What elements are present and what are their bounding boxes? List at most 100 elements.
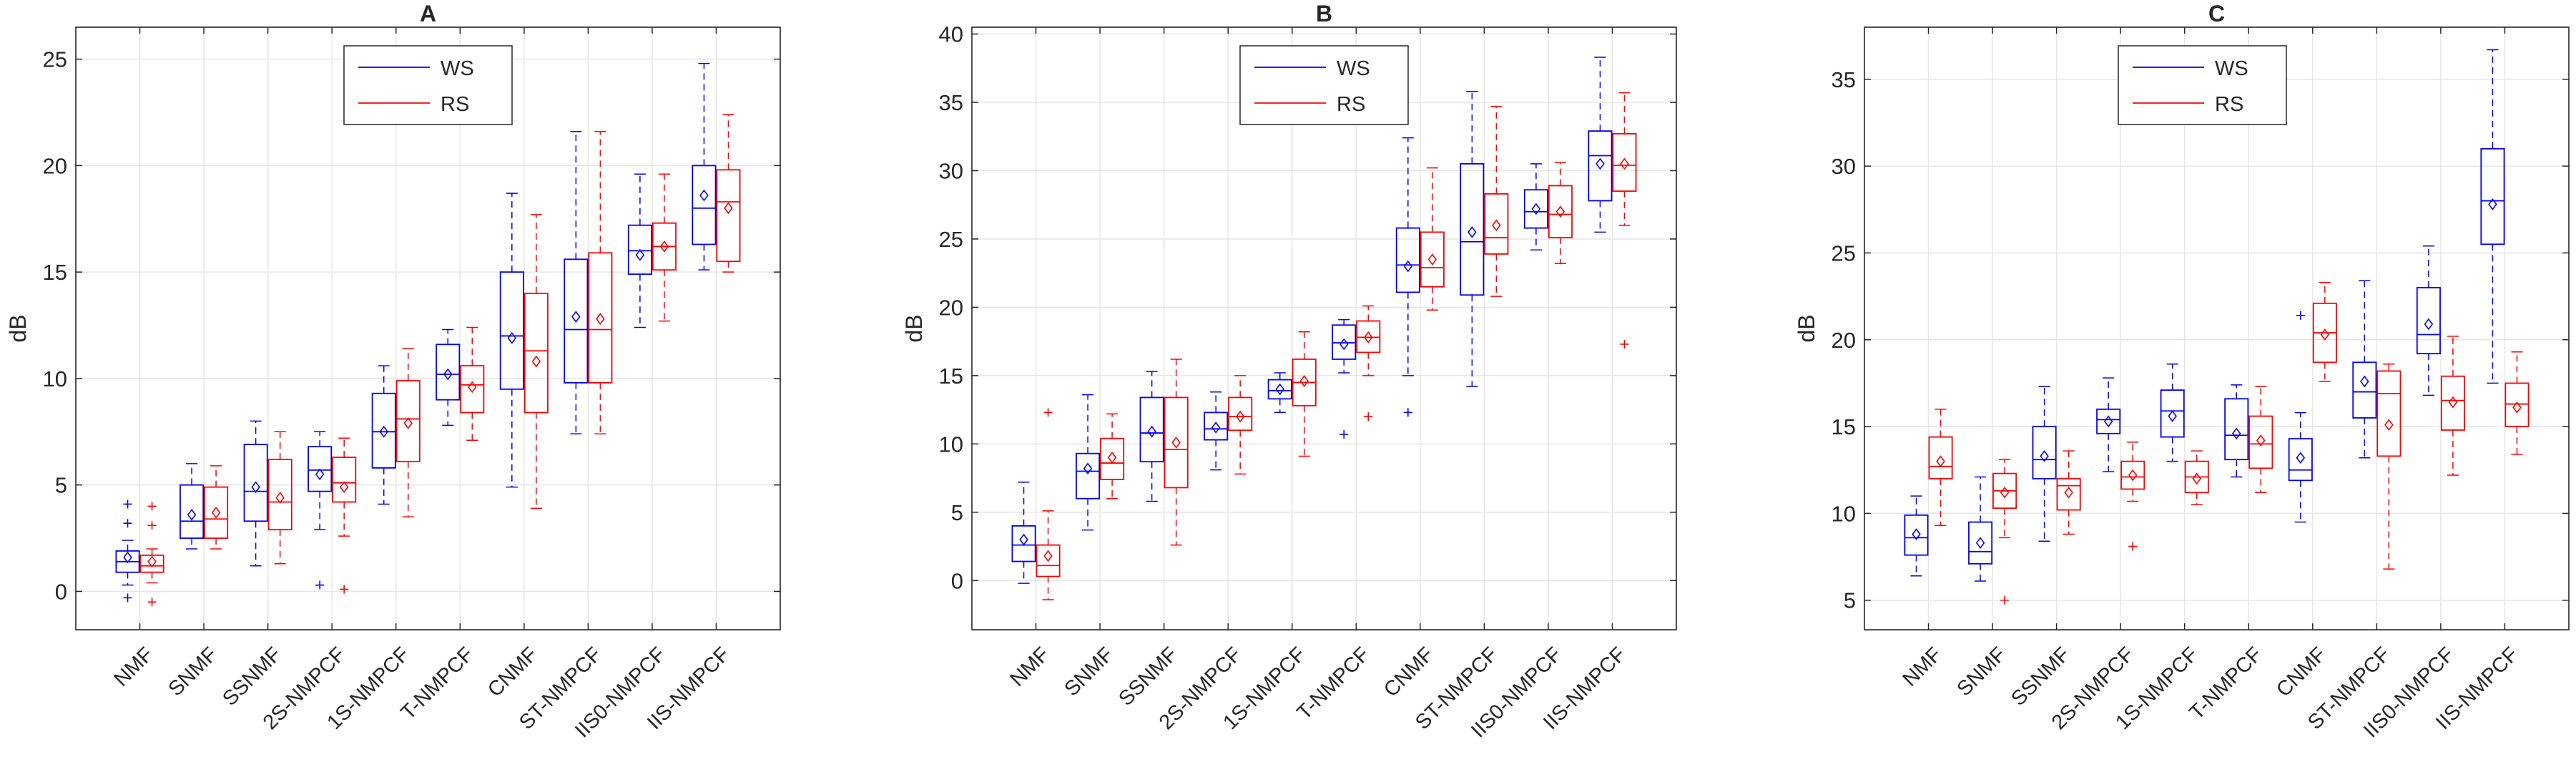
box-iqr	[460, 365, 485, 414]
y-tick-label: 25	[939, 227, 963, 252]
mean-marker	[1147, 425, 1156, 438]
box-ws-cnmf	[1395, 137, 1420, 417]
mean-marker	[1339, 338, 1349, 351]
box-iqr	[1100, 437, 1125, 480]
y-tick-label: 5	[1844, 588, 1856, 613]
box-rs-iis-nmpcf	[1612, 92, 1637, 349]
mean-marker	[724, 202, 733, 215]
legend-label-ws: WS	[1337, 57, 1370, 80]
box-iqr	[1548, 185, 1573, 238]
box-iqr	[1332, 324, 1357, 360]
mean-marker	[211, 507, 221, 519]
box-iqr	[716, 169, 741, 263]
box-iqr	[2288, 438, 2313, 482]
box-ws-snmf	[1076, 394, 1101, 531]
mean-marker	[1492, 219, 1501, 232]
y-tick-label: 0	[951, 568, 963, 593]
x-tick-label: CNMF	[483, 643, 542, 701]
chart-title: A	[420, 1, 436, 26]
legend-label-ws: WS	[441, 57, 474, 80]
mean-marker	[2296, 452, 2306, 464]
box-iqr	[395, 379, 421, 462]
box-rs-t-nmpcf	[2248, 386, 2273, 494]
box-rs-ssnmf	[267, 431, 292, 565]
x-tick-label: CNMF	[2272, 643, 2331, 701]
box-iqr	[523, 293, 549, 414]
box-ws-2s-nmpcf	[308, 431, 333, 590]
mean-marker	[2488, 198, 2497, 210]
box-ws-t-nmpcf	[1332, 318, 1357, 439]
box-ws-nmf	[1011, 482, 1036, 584]
box-ws-iis0-nmpcf	[627, 173, 652, 328]
y-tick-label: 30	[1832, 154, 1856, 179]
box-iqr	[1968, 521, 1993, 565]
x-tick-label: NMF	[1006, 643, 1054, 691]
mean-marker	[443, 368, 453, 381]
box-iqr	[371, 392, 396, 469]
box-iqr	[1612, 133, 1637, 193]
mean-marker	[379, 425, 388, 438]
box-ws-1s-nmpcf	[2160, 363, 2185, 462]
box-rs-iis0-nmpcf	[2440, 336, 2465, 476]
box-iqr	[2096, 408, 2121, 434]
series-rs	[139, 114, 741, 607]
mean-marker	[699, 189, 709, 202]
box-ws-2s-nmpcf	[1204, 391, 1229, 471]
mean-marker	[187, 509, 197, 521]
box-iqr	[1204, 411, 1229, 441]
mean-marker	[1171, 437, 1181, 449]
box-rs-snmf	[1100, 413, 1125, 500]
box-ws-nmf	[1904, 495, 1929, 577]
box-iqr	[1523, 189, 1548, 229]
box-rs-2s-nmpcf	[2120, 442, 2145, 551]
mean-marker	[2064, 486, 2073, 499]
y-tick-label: 20	[1832, 328, 1856, 353]
box-iqr	[139, 554, 164, 573]
mean-marker	[507, 332, 517, 344]
axes-frame	[971, 26, 1677, 630]
mean-marker	[2448, 396, 2458, 409]
outlier-marker	[123, 500, 132, 509]
box-rs-2s-nmpcf	[1228, 375, 1253, 475]
outlier-marker	[2128, 542, 2138, 551]
y-tick-label: 20	[939, 295, 963, 320]
box-ws-nmf	[115, 500, 140, 603]
box-iqr	[1460, 163, 1485, 296]
box-iqr	[1011, 525, 1036, 562]
box-ws-iis-nmpcf	[692, 62, 717, 271]
box-ws-ssnmf	[1139, 371, 1164, 502]
box-ws-st-nmpcf	[1460, 90, 1485, 387]
x-tick-label: SNMF	[1952, 643, 2010, 701]
box-rs-nmf	[139, 502, 164, 607]
outlier-marker	[123, 593, 132, 603]
mean-marker	[1299, 375, 1309, 387]
box-rs-iis-nmpcf	[716, 114, 741, 273]
box-iqr	[1904, 514, 1929, 556]
outlier-marker	[147, 521, 157, 530]
box-iqr	[1076, 452, 1101, 500]
mean-marker	[2232, 427, 2241, 440]
box-iqr	[2504, 382, 2530, 427]
y-tick-label: 5	[951, 500, 963, 525]
series-ws	[1011, 57, 1613, 584]
chart-title: C	[2208, 1, 2225, 26]
box-rs-snmf	[204, 465, 229, 550]
y-tick-label: 35	[939, 90, 963, 115]
box-ws-iis-nmpcf	[1588, 57, 1613, 233]
outlier-marker	[1339, 429, 1349, 439]
x-tick-label: NMF	[110, 643, 158, 691]
box-iqr	[1228, 396, 1253, 432]
box-iqr	[1395, 227, 1420, 293]
mean-marker	[1019, 533, 1028, 546]
legend: WS RS	[343, 45, 513, 125]
mean-marker	[1043, 550, 1053, 562]
y-tick-label: 25	[43, 47, 67, 72]
y-tick-label: 25	[1832, 240, 1856, 265]
box-iqr	[204, 486, 229, 539]
box-ws-2s-nmpcf	[2096, 377, 2121, 472]
box-iqr	[2120, 460, 2145, 490]
y-tick-label: 15	[1832, 414, 1856, 439]
x-tick-label: SNMF	[164, 643, 222, 701]
box-rs-t-nmpcf	[460, 326, 485, 441]
